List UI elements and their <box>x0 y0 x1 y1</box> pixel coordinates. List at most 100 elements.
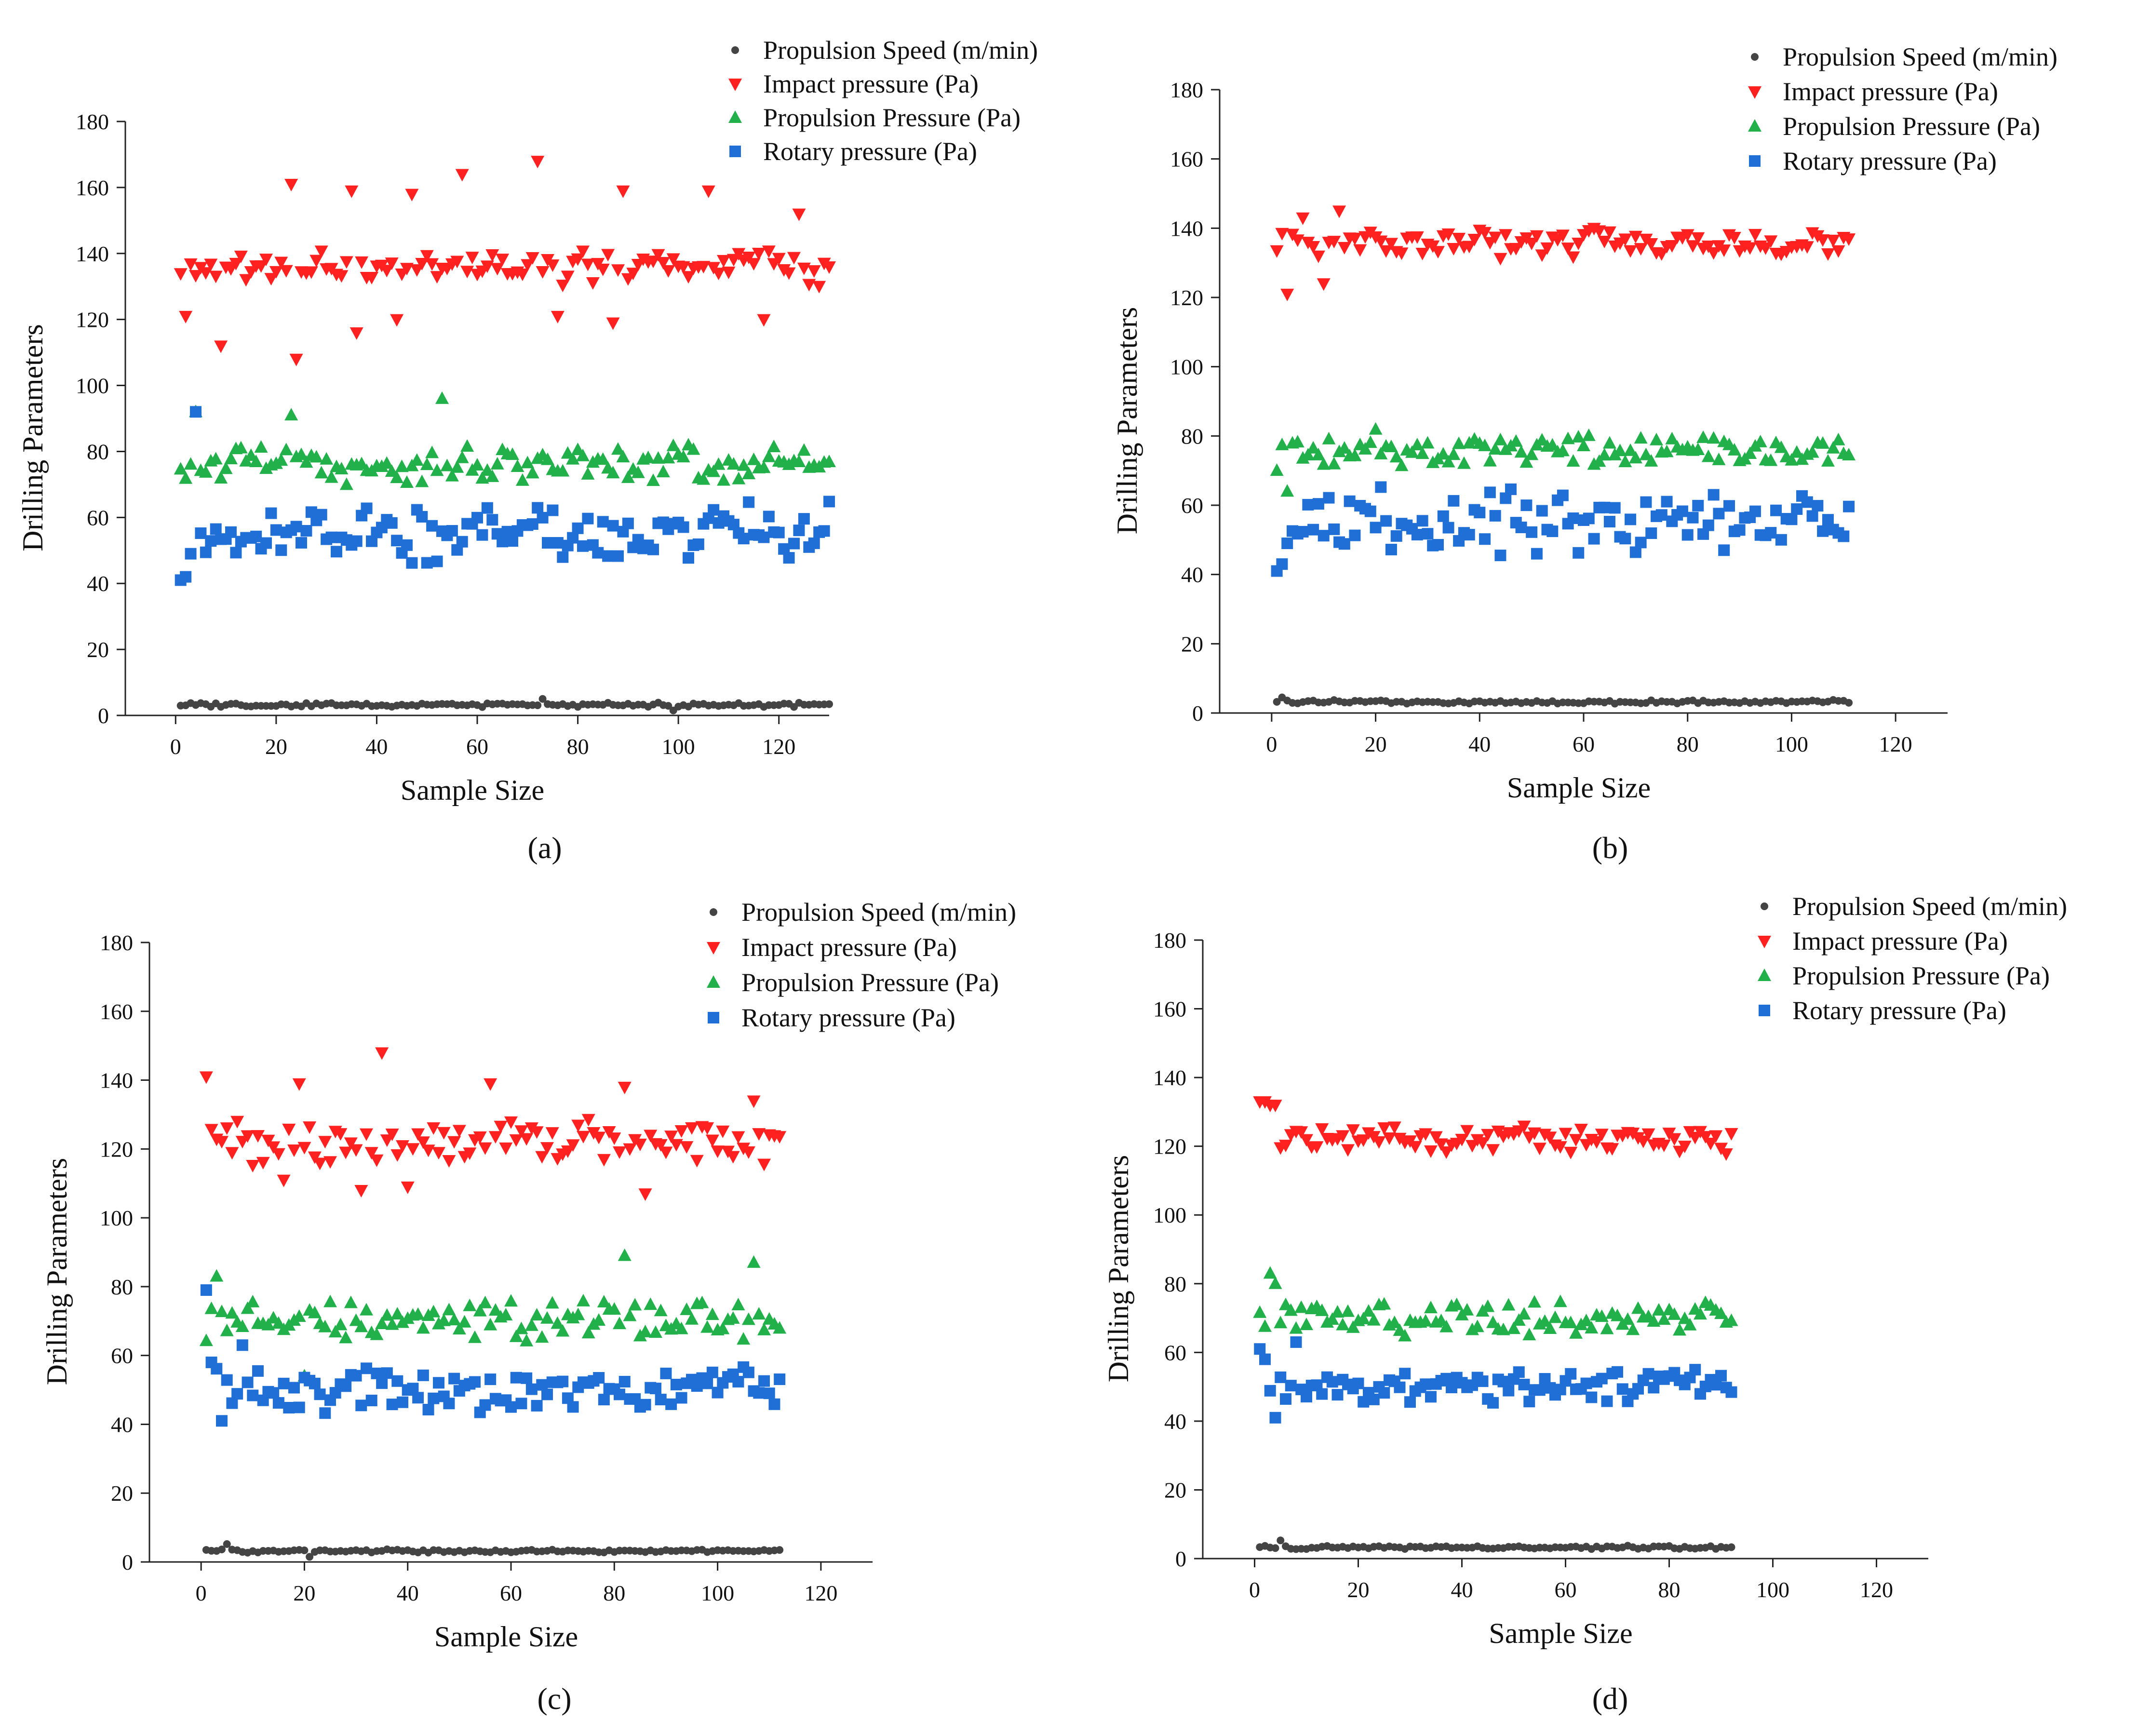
data-point <box>807 265 821 278</box>
data-point <box>1520 499 1533 511</box>
data-point <box>1387 1121 1401 1134</box>
data-point <box>660 1367 672 1379</box>
data-point <box>437 1127 451 1140</box>
data-point <box>783 552 795 564</box>
legend-label: Impact pressure (Pa) <box>763 69 979 98</box>
x-tick-label: 40 <box>365 734 388 759</box>
data-point <box>1618 455 1632 468</box>
data-point <box>1284 1303 1298 1316</box>
data-point <box>475 471 489 484</box>
data-point <box>271 1316 285 1329</box>
data-point <box>515 269 529 282</box>
data-point <box>545 1127 559 1140</box>
data-point <box>180 571 192 583</box>
data-point <box>572 522 584 534</box>
data-point <box>1429 1131 1443 1144</box>
data-point <box>442 1303 456 1316</box>
data-point <box>680 1302 694 1315</box>
data-point <box>344 1137 358 1150</box>
data-point <box>1613 444 1627 457</box>
series-square <box>1254 1336 1737 1424</box>
data-point <box>417 1369 429 1381</box>
data-point <box>1455 1133 1469 1146</box>
data-point <box>520 1333 534 1346</box>
data-point <box>577 1130 590 1144</box>
y-tick-label: 20 <box>111 1481 133 1506</box>
data-point <box>1290 1336 1302 1348</box>
y-tick-label: 40 <box>111 1412 133 1437</box>
data-point <box>666 438 680 451</box>
data-point <box>1686 240 1700 253</box>
data-point <box>1500 492 1512 504</box>
data-point <box>802 279 816 292</box>
data-point <box>1316 1388 1328 1400</box>
data-point <box>651 451 665 464</box>
data-point <box>1493 253 1507 266</box>
data-point <box>752 247 766 260</box>
data-point <box>741 1146 755 1159</box>
legend-marker <box>728 79 742 91</box>
data-point <box>1600 1321 1614 1334</box>
data-point <box>540 1142 554 1155</box>
y-tick-label: 180 <box>1170 78 1203 102</box>
data-point <box>1724 1128 1738 1141</box>
data-point <box>1405 445 1419 458</box>
data-point <box>607 520 619 532</box>
data-point <box>1398 1329 1412 1342</box>
data-point <box>1647 1314 1661 1327</box>
data-point <box>1665 240 1679 253</box>
data-point <box>1431 246 1445 259</box>
data-point <box>646 473 660 486</box>
data-point <box>1528 1295 1541 1308</box>
data-point <box>1616 1383 1628 1395</box>
data-point <box>680 1141 694 1154</box>
data-point <box>530 1308 544 1321</box>
data-point <box>1420 1378 1432 1390</box>
data-point <box>1487 1397 1499 1409</box>
data-point <box>1357 1311 1371 1324</box>
data-point <box>654 1139 668 1152</box>
data-point <box>551 537 564 549</box>
x-tick-label: 0 <box>1266 732 1277 756</box>
data-point <box>1331 1305 1345 1318</box>
series-dot <box>1256 1536 1735 1553</box>
data-point <box>468 1330 482 1343</box>
data-point <box>220 1323 234 1336</box>
legend-entry: Impact pressure (Pa) <box>728 69 979 98</box>
legend-marker <box>729 146 741 157</box>
data-point <box>1348 448 1362 461</box>
y-tick-label: 60 <box>1181 493 1203 518</box>
data-point <box>1470 1319 1484 1332</box>
data-point <box>1842 233 1856 246</box>
data-point <box>1770 504 1782 516</box>
data-point <box>542 537 553 549</box>
data-point <box>345 185 359 198</box>
data-point <box>364 1147 378 1160</box>
data-point <box>742 252 756 265</box>
data-point <box>1424 1301 1438 1314</box>
x-tick-label: 80 <box>1658 1577 1681 1602</box>
data-point <box>296 537 307 549</box>
data-point <box>355 457 369 470</box>
data-point <box>460 266 474 279</box>
data-point <box>1806 510 1818 522</box>
data-point <box>309 1377 321 1389</box>
data-point <box>184 258 198 271</box>
data-point <box>252 1365 264 1377</box>
y-axis-title: Drilling Parameters <box>1111 307 1143 535</box>
data-point <box>386 517 398 529</box>
y-tick-label: 40 <box>1181 563 1203 587</box>
legend-entry: Rotary pressure (Pa) <box>708 1003 955 1032</box>
data-point <box>619 1376 631 1388</box>
x-tick-label: 120 <box>1860 1577 1893 1602</box>
data-point <box>385 1129 399 1142</box>
data-point <box>1505 483 1517 495</box>
data-point <box>530 1126 544 1139</box>
data-point <box>792 208 806 221</box>
y-tick-label: 180 <box>1153 928 1186 953</box>
data-point <box>1586 1391 1598 1403</box>
data-point <box>1683 1318 1697 1331</box>
data-point <box>432 1317 445 1330</box>
data-point <box>1419 1128 1433 1141</box>
data-point <box>185 548 197 560</box>
